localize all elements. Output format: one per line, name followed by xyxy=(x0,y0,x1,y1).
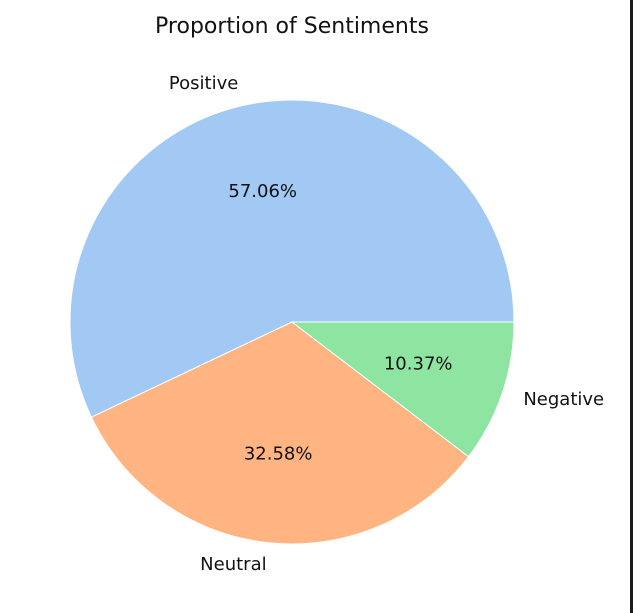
window-edge xyxy=(630,0,633,613)
slice-percent-positive: 57.06% xyxy=(228,181,297,202)
chart-title: Proportion of Sentiments xyxy=(155,14,429,39)
slice-label-negative: Negative xyxy=(523,389,604,410)
slice-percent-negative: 10.37% xyxy=(384,354,453,375)
slice-label-positive: Positive xyxy=(169,73,238,94)
pie-slices xyxy=(69,99,515,545)
pie-slice-neutral xyxy=(90,321,470,545)
pie-slice-positive xyxy=(69,99,515,418)
pie-labels: Positive Neutral Negative xyxy=(169,73,604,575)
slice-percent-neutral: 32.58% xyxy=(244,443,313,464)
pie-percent-labels: 57.06% 32.58% 10.37% xyxy=(228,181,452,464)
pie-slice-negative xyxy=(290,321,515,458)
slice-label-neutral: Neutral xyxy=(200,554,266,575)
